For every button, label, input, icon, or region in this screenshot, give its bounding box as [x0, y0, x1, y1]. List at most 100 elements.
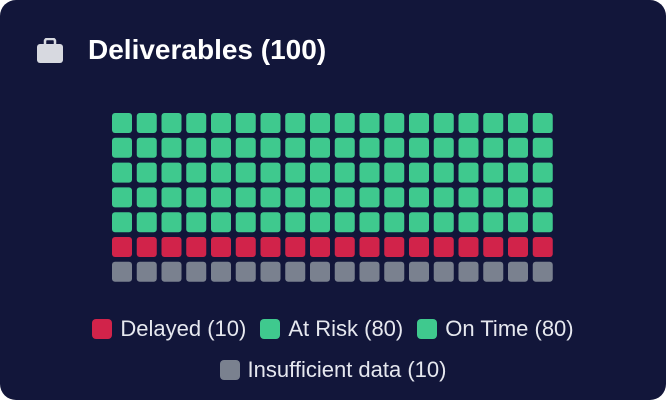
waffle-cell [384, 261, 405, 282]
waffle-cell [211, 212, 231, 233]
waffle-cell [384, 212, 405, 233]
waffle-cell [384, 162, 405, 183]
waffle-cell [285, 212, 306, 233]
waffle-cell [458, 137, 479, 158]
waffle-cell [260, 162, 281, 183]
waffle-cell [186, 212, 207, 233]
waffle-cell [458, 162, 479, 183]
waffle-cell [483, 187, 504, 208]
waffle-cell [532, 237, 553, 257]
waffle-cell [235, 137, 256, 158]
legend-item: On Time (80) [417, 316, 574, 342]
waffle-cell [211, 187, 231, 208]
waffle-cell [483, 162, 504, 183]
waffle-cell [409, 137, 429, 158]
waffle-cell [161, 162, 182, 183]
waffle-cell [334, 212, 355, 233]
waffle-cell [235, 237, 256, 257]
waffle-cell [458, 261, 479, 282]
legend-label: Delayed (10) [120, 316, 247, 341]
waffle-cell [483, 237, 504, 257]
waffle-cell [334, 187, 355, 208]
waffle-cell [334, 113, 355, 133]
waffle-cell [458, 212, 479, 233]
waffle-cell [384, 137, 405, 158]
waffle-cell [458, 187, 479, 208]
briefcase-icon [37, 38, 63, 63]
legend-label: At Risk (80) [288, 316, 404, 341]
waffle-cell [161, 261, 182, 282]
legend-label: Insufficient data (10) [247, 357, 447, 382]
legend-item: At Risk (80) [260, 316, 403, 342]
waffle-cell [211, 137, 231, 158]
waffle-cell [359, 187, 380, 208]
waffle-cell [483, 261, 504, 282]
legend-swatch [417, 319, 438, 339]
waffle-cell [112, 261, 132, 282]
waffle-cell [433, 187, 454, 208]
waffle-cell [359, 113, 380, 133]
waffle-cell [359, 162, 380, 183]
waffle-cell [235, 261, 256, 282]
waffle-cell [285, 187, 306, 208]
waffle-cell [211, 113, 231, 133]
waffle-cell [235, 113, 256, 133]
waffle-cell [334, 237, 355, 257]
waffle-cell [384, 237, 405, 257]
waffle-cell [260, 212, 281, 233]
waffle-cell [136, 212, 157, 233]
waffle-cell [260, 113, 281, 133]
legend-row: Delayed (10) At Risk (80) On Time (80) [0, 316, 666, 342]
waffle-cell [112, 212, 132, 233]
waffle-cell [483, 137, 504, 158]
waffle-cell [508, 212, 528, 233]
waffle-cell [508, 162, 528, 183]
waffle-cell [409, 237, 429, 257]
waffle-cell [334, 137, 355, 158]
waffle-cell [508, 237, 528, 257]
waffle-cell [186, 137, 207, 158]
waffle-cell [433, 162, 454, 183]
waffle-cell [409, 261, 429, 282]
waffle-cell [260, 237, 281, 257]
waffle-cell [260, 187, 281, 208]
waffle-cell [310, 212, 330, 233]
waffle-cell [285, 113, 306, 133]
waffle-cell [211, 162, 231, 183]
waffle-cell [260, 261, 281, 282]
legend-swatch [92, 319, 113, 339]
waffle-cell [186, 162, 207, 183]
waffle-cell [433, 137, 454, 158]
waffle-cell [211, 237, 231, 257]
waffle-cell [532, 261, 553, 282]
waffle-cell [532, 137, 553, 158]
waffle-cell [384, 113, 405, 133]
waffle-cell [310, 113, 330, 133]
waffle-cell [532, 162, 553, 183]
waffle-cell [384, 187, 405, 208]
waffle-cell [211, 261, 231, 282]
waffle-cell [161, 212, 182, 233]
waffle-cell [161, 137, 182, 158]
waffle-cell [310, 237, 330, 257]
waffle-cell [112, 187, 132, 208]
waffle-cell [136, 162, 157, 183]
waffle-cell [508, 137, 528, 158]
title: Deliverables (100) [88, 34, 327, 65]
waffle-cell [359, 261, 380, 282]
waffle-cell [532, 113, 553, 133]
waffle-cell [483, 113, 504, 133]
waffle-cell [359, 137, 380, 158]
legend-swatch [219, 360, 240, 380]
waffle-cell [235, 212, 256, 233]
waffle-cell [112, 137, 132, 158]
waffle-cell [136, 237, 157, 257]
waffle-cell [136, 187, 157, 208]
waffle-cell [433, 212, 454, 233]
waffle-cell [508, 113, 528, 133]
waffle-cell [285, 237, 306, 257]
waffle-cell [112, 113, 132, 133]
legend-item: Delayed (10) [92, 316, 246, 342]
